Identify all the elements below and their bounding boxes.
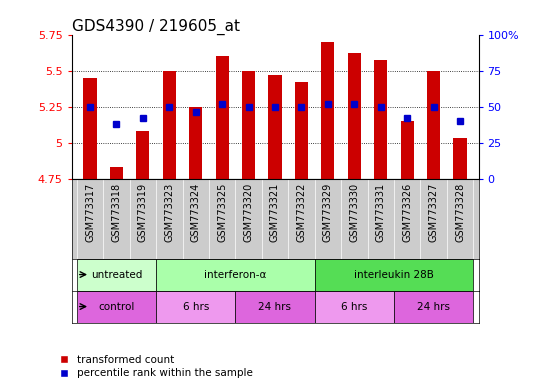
Bar <box>235 291 315 323</box>
Bar <box>453 138 466 179</box>
Text: GSM773322: GSM773322 <box>296 182 306 242</box>
Bar <box>315 291 394 323</box>
Bar <box>110 167 123 179</box>
Text: GSM773328: GSM773328 <box>455 182 465 242</box>
Text: 24 hrs: 24 hrs <box>417 301 450 311</box>
Bar <box>216 56 229 179</box>
Bar <box>427 71 440 179</box>
Bar <box>189 107 202 179</box>
Text: 24 hrs: 24 hrs <box>258 301 292 311</box>
Text: GSM773327: GSM773327 <box>428 182 438 242</box>
Bar <box>321 42 334 179</box>
Bar <box>77 258 156 291</box>
Bar <box>242 71 255 179</box>
Text: GSM773326: GSM773326 <box>402 182 412 242</box>
Text: 6 hrs: 6 hrs <box>341 301 367 311</box>
Text: GSM773318: GSM773318 <box>112 182 122 242</box>
Bar <box>400 121 414 179</box>
Bar <box>156 291 235 323</box>
Text: GSM773319: GSM773319 <box>138 182 148 242</box>
Text: GSM773321: GSM773321 <box>270 182 280 242</box>
Text: interleukin 28B: interleukin 28B <box>354 270 434 280</box>
Text: GSM773325: GSM773325 <box>217 182 227 242</box>
Text: control: control <box>98 301 135 311</box>
Legend: transformed count, percentile rank within the sample: transformed count, percentile rank withi… <box>60 355 253 378</box>
Bar <box>315 258 473 291</box>
Bar <box>348 53 361 179</box>
Bar <box>268 75 282 179</box>
Bar <box>374 60 387 179</box>
Bar <box>394 291 473 323</box>
Text: GSM773330: GSM773330 <box>349 182 359 242</box>
Bar <box>163 71 176 179</box>
Bar <box>84 78 97 179</box>
Bar <box>295 82 308 179</box>
Bar <box>156 258 315 291</box>
Text: GSM773320: GSM773320 <box>244 182 254 242</box>
Text: interferon-α: interferon-α <box>204 270 267 280</box>
Text: 6 hrs: 6 hrs <box>183 301 209 311</box>
Bar <box>136 131 150 179</box>
Text: GSM773317: GSM773317 <box>85 182 95 242</box>
Text: GSM773323: GSM773323 <box>164 182 174 242</box>
Bar <box>77 291 156 323</box>
Text: untreated: untreated <box>91 270 142 280</box>
Text: GSM773324: GSM773324 <box>191 182 201 242</box>
Text: GSM773331: GSM773331 <box>376 182 386 242</box>
Text: GSM773329: GSM773329 <box>323 182 333 242</box>
Text: GDS4390 / 219605_at: GDS4390 / 219605_at <box>72 18 239 35</box>
